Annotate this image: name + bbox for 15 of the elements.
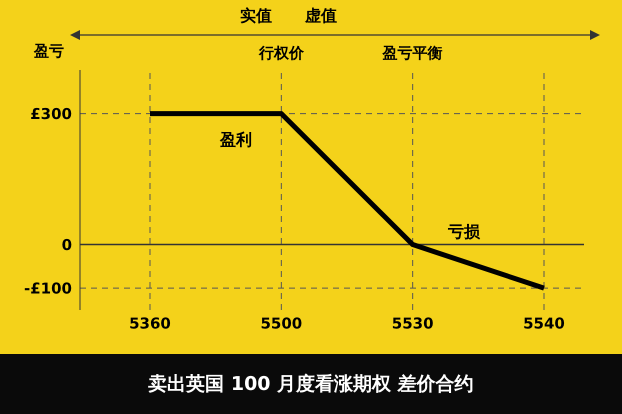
ref-line-label: 行权价 (258, 44, 305, 62)
x-tick-label: 5500 (260, 314, 302, 333)
x-tick-label: 5540 (523, 314, 565, 333)
y-tick-label: -£100 (24, 280, 72, 298)
x-tick-label: 5530 (392, 314, 434, 333)
y-tick-label: £300 (30, 104, 72, 123)
x-tick-label: 5360 (129, 314, 171, 333)
text: 实值 (240, 6, 272, 27)
y-tick-label: 0 (62, 236, 72, 254)
text: 卖出英国 100 月度看涨期权 差价合约 (0, 354, 622, 414)
annotation: 盈利 (220, 130, 252, 151)
text: 虚值 (305, 6, 337, 27)
y-axis-title: 盈亏 (33, 42, 64, 60)
annotation: 亏损 (448, 222, 480, 243)
ref-line-label: 盈亏平衡 (382, 44, 443, 62)
